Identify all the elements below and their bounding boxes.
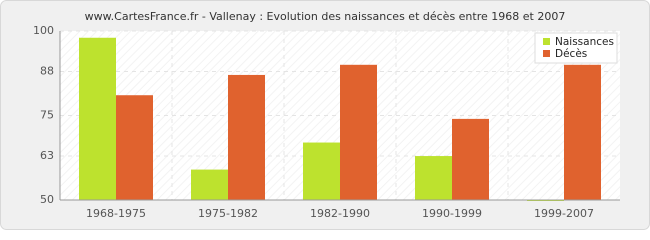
legend-swatch [543,50,550,57]
legend-label: Décès [555,48,587,60]
x-tick-label: 1999-2007 [534,207,594,220]
bar [340,64,377,200]
bar [415,156,452,200]
chart-title: www.CartesFrance.fr - Vallenay : Evoluti… [85,10,566,23]
legend-swatch [543,38,550,45]
bar [303,142,340,200]
bar [116,95,153,200]
x-tick-label: 1990-1999 [422,207,482,220]
y-tick-label: 88 [40,65,54,78]
bar [79,37,116,201]
bar [228,74,265,200]
x-tick-label: 1982-1990 [310,207,370,220]
y-tick-label: 100 [33,24,54,37]
bar [452,118,489,200]
bar [191,169,228,200]
y-tick-label: 50 [40,193,54,206]
chart: www.CartesFrance.fr - Vallenay : Evoluti… [0,0,650,230]
x-tick-label: 1975-1982 [198,207,258,220]
x-tick-label: 1968-1975 [86,207,146,220]
y-tick-label: 75 [40,109,54,122]
y-tick-label: 63 [40,149,54,162]
bar [564,64,601,200]
legend-label: Naissances [555,36,614,48]
